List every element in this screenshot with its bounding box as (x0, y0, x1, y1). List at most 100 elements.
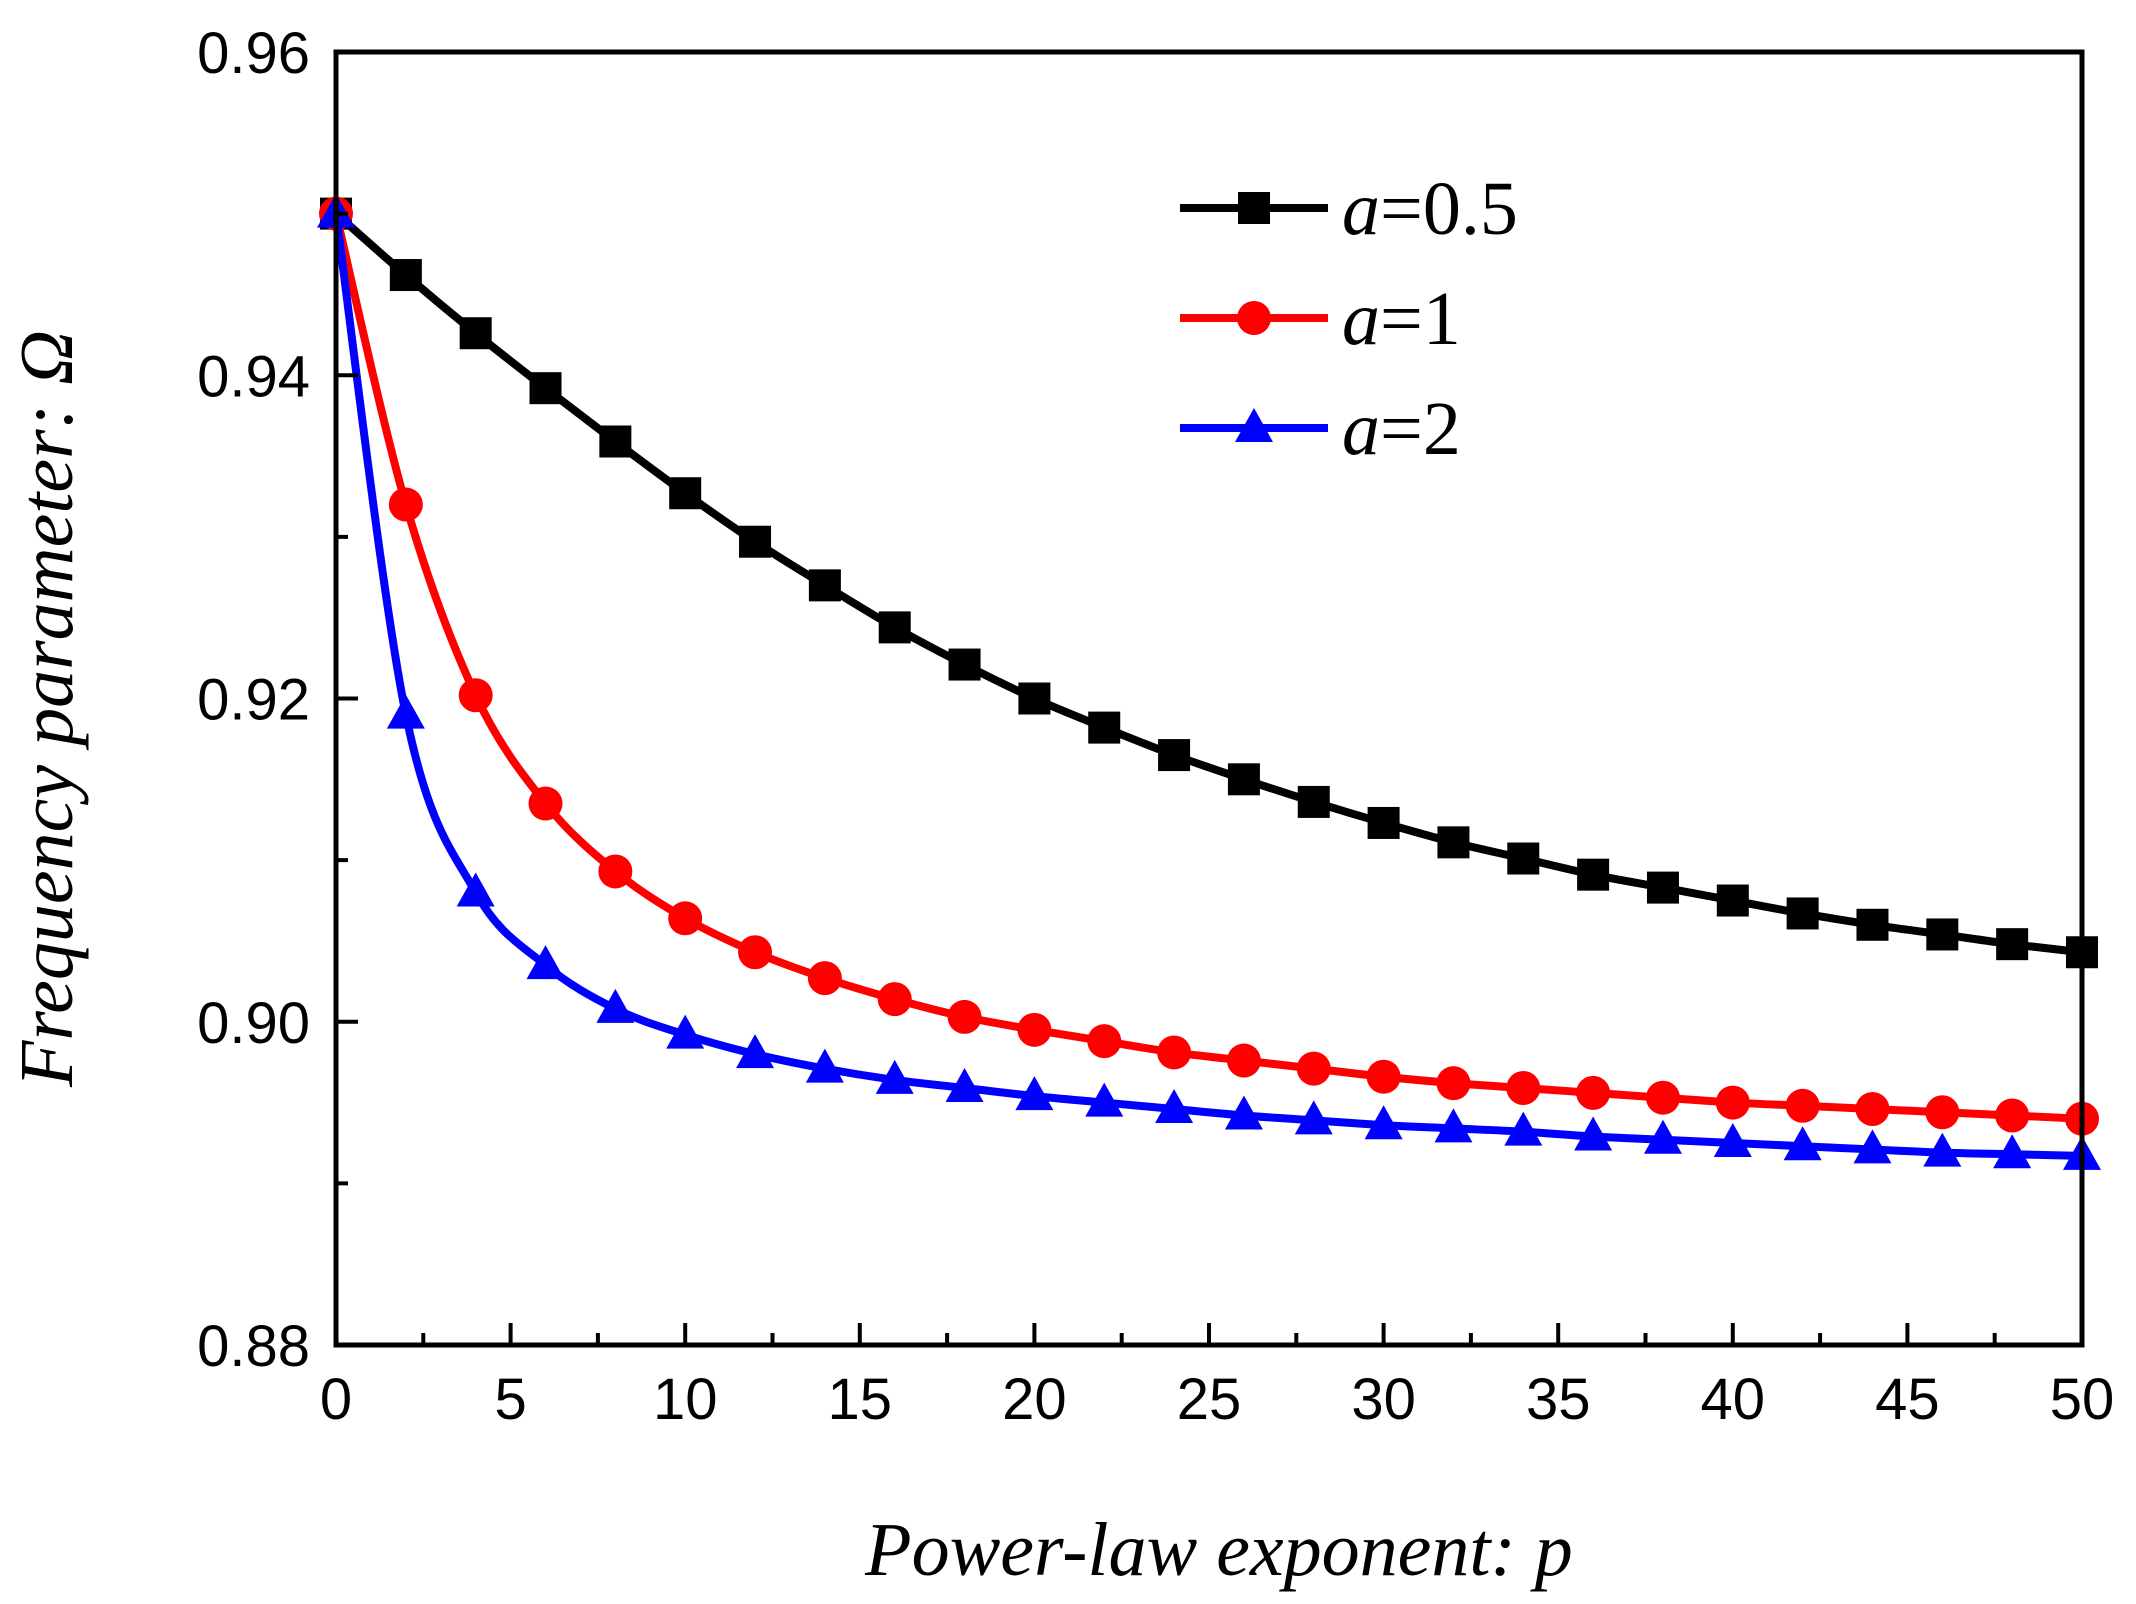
data-point-2-15 (1364, 1105, 1403, 1140)
data-point-2-2 (456, 872, 495, 907)
axes-frame (333, 49, 2085, 1348)
data-point-0-20 (1716, 884, 1749, 917)
data-point-2-17 (1504, 1111, 1543, 1146)
data-point-2-21 (1783, 1126, 1822, 1161)
x-tick-label-1: 5 (494, 1367, 526, 1432)
data-point-2-22 (1853, 1129, 1892, 1164)
data-point-2-23 (1923, 1132, 1962, 1167)
data-point-1-24 (1995, 1098, 2030, 1133)
data-point-0-6 (739, 525, 772, 558)
data-point-0-19 (1646, 871, 1679, 904)
x-axis-title: Power-law exponent: p (864, 1508, 1573, 1592)
y-axis-title: Frequency parameter: Ω (5, 330, 89, 1088)
x-tick-label-5: 25 (1177, 1367, 1242, 1432)
x-tick-label-4: 20 (1002, 1367, 1067, 1432)
legend-value: =0.5 (1380, 167, 1518, 251)
data-point-0-14 (1297, 785, 1330, 818)
x-tick-label-7: 35 (1526, 1367, 1591, 1432)
data-point-0-11 (1088, 711, 1121, 744)
data-point-1-23 (1925, 1095, 1960, 1130)
data-point-2-7 (805, 1048, 844, 1083)
data-point-2-11 (1085, 1082, 1124, 1117)
x-tick-label-8: 40 (1701, 1367, 1766, 1432)
data-point-2-13 (1224, 1095, 1263, 1130)
data-point-0-2 (459, 317, 492, 350)
data-point-0-16 (1437, 826, 1470, 859)
data-point-2-8 (875, 1059, 914, 1094)
y-tick-label-0: 0.88 (197, 1314, 310, 1379)
data-point-1-13 (1226, 1043, 1261, 1078)
data-point-1-4 (598, 854, 633, 889)
data-point-1-20 (1715, 1085, 1750, 1120)
data-point-2-1 (386, 694, 425, 729)
data-point-1-10 (1017, 1012, 1052, 1047)
data-point-0-12 (1158, 739, 1191, 772)
data-point-0-24 (1996, 928, 2029, 961)
x-tick-label-10: 50 (2050, 1367, 2115, 1432)
data-point-2-10 (1015, 1076, 1054, 1111)
data-point-2-5 (666, 1014, 705, 1049)
data-point-2-6 (736, 1034, 775, 1069)
data-point-2-24 (1993, 1134, 2032, 1169)
data-point-1-8 (877, 982, 912, 1017)
data-point-0-21 (1786, 897, 1819, 930)
data-point-1-5 (668, 901, 703, 936)
y-tick-label-3: 0.94 (197, 344, 310, 409)
data-point-0-7 (808, 569, 841, 602)
y-tick-label-2: 0.92 (197, 668, 310, 733)
legend-value: =1 (1380, 277, 1461, 361)
data-point-0-5 (669, 477, 702, 510)
data-point-1-11 (1087, 1024, 1122, 1059)
y-tick-label-4: 0.96 (197, 21, 310, 86)
data-point-0-4 (599, 425, 632, 458)
data-point-2-19 (1643, 1119, 1682, 1154)
data-point-0-9 (948, 648, 981, 681)
legend-var: a (1342, 277, 1380, 361)
axes: 0 5 10 15 20 25 30 35 40 45 50 0.88 0.90 0.92 0.94 0.96 (197, 21, 2114, 1432)
data-point-1-2 (458, 678, 493, 713)
data-point-1-1 (388, 487, 423, 522)
legend-marker-1 (1237, 301, 1271, 335)
legend-var: a (1342, 387, 1380, 471)
data-point-2-16 (1434, 1108, 1473, 1143)
data-point-1-9 (947, 999, 982, 1034)
data-point-0-22 (1856, 908, 1889, 941)
data-point-1-6 (738, 935, 773, 970)
x-tick-label-6: 30 (1351, 1367, 1416, 1432)
data-point-2-3 (526, 945, 565, 980)
data-point-1-17 (1506, 1071, 1541, 1106)
data-point-0-3 (529, 372, 562, 405)
data-point-2-4 (596, 988, 635, 1023)
legend-marker-2 (1235, 408, 1273, 442)
legend-value: =2 (1380, 387, 1461, 471)
data-point-1-3 (528, 786, 563, 821)
x-tick-label-9: 45 (1875, 1367, 1940, 1432)
legend: a=0.5a=1a=2 (1180, 167, 1518, 471)
data-point-1-22 (1855, 1092, 1890, 1127)
data-point-0-17 (1507, 842, 1540, 875)
data-point-1-18 (1576, 1075, 1611, 1110)
legend-label-1: a=1 (1342, 277, 1461, 361)
data-point-0-13 (1227, 763, 1260, 796)
x-tick-label-2: 10 (653, 1367, 718, 1432)
series-line-0 (333, 210, 2083, 957)
data-point-0-15 (1367, 806, 1400, 839)
data-point-1-21 (1785, 1088, 1820, 1123)
series-line-1 (332, 212, 2083, 1123)
x-tick-label-3: 15 (828, 1367, 893, 1432)
plot-area (317, 193, 2101, 1170)
data-point-0-18 (1577, 858, 1610, 891)
legend-label-2: a=2 (1342, 387, 1461, 471)
data-point-1-7 (807, 961, 842, 996)
data-point-0-1 (389, 259, 422, 292)
data-point-2-18 (1574, 1116, 1613, 1151)
data-point-2-9 (945, 1068, 984, 1103)
data-point-2-12 (1155, 1089, 1194, 1124)
series-line-2 (332, 213, 2083, 1160)
data-point-1-14 (1296, 1051, 1331, 1086)
data-point-1-12 (1157, 1035, 1192, 1070)
data-point-2-14 (1294, 1100, 1333, 1135)
data-point-1-15 (1366, 1059, 1401, 1094)
data-point-0-8 (878, 611, 911, 644)
